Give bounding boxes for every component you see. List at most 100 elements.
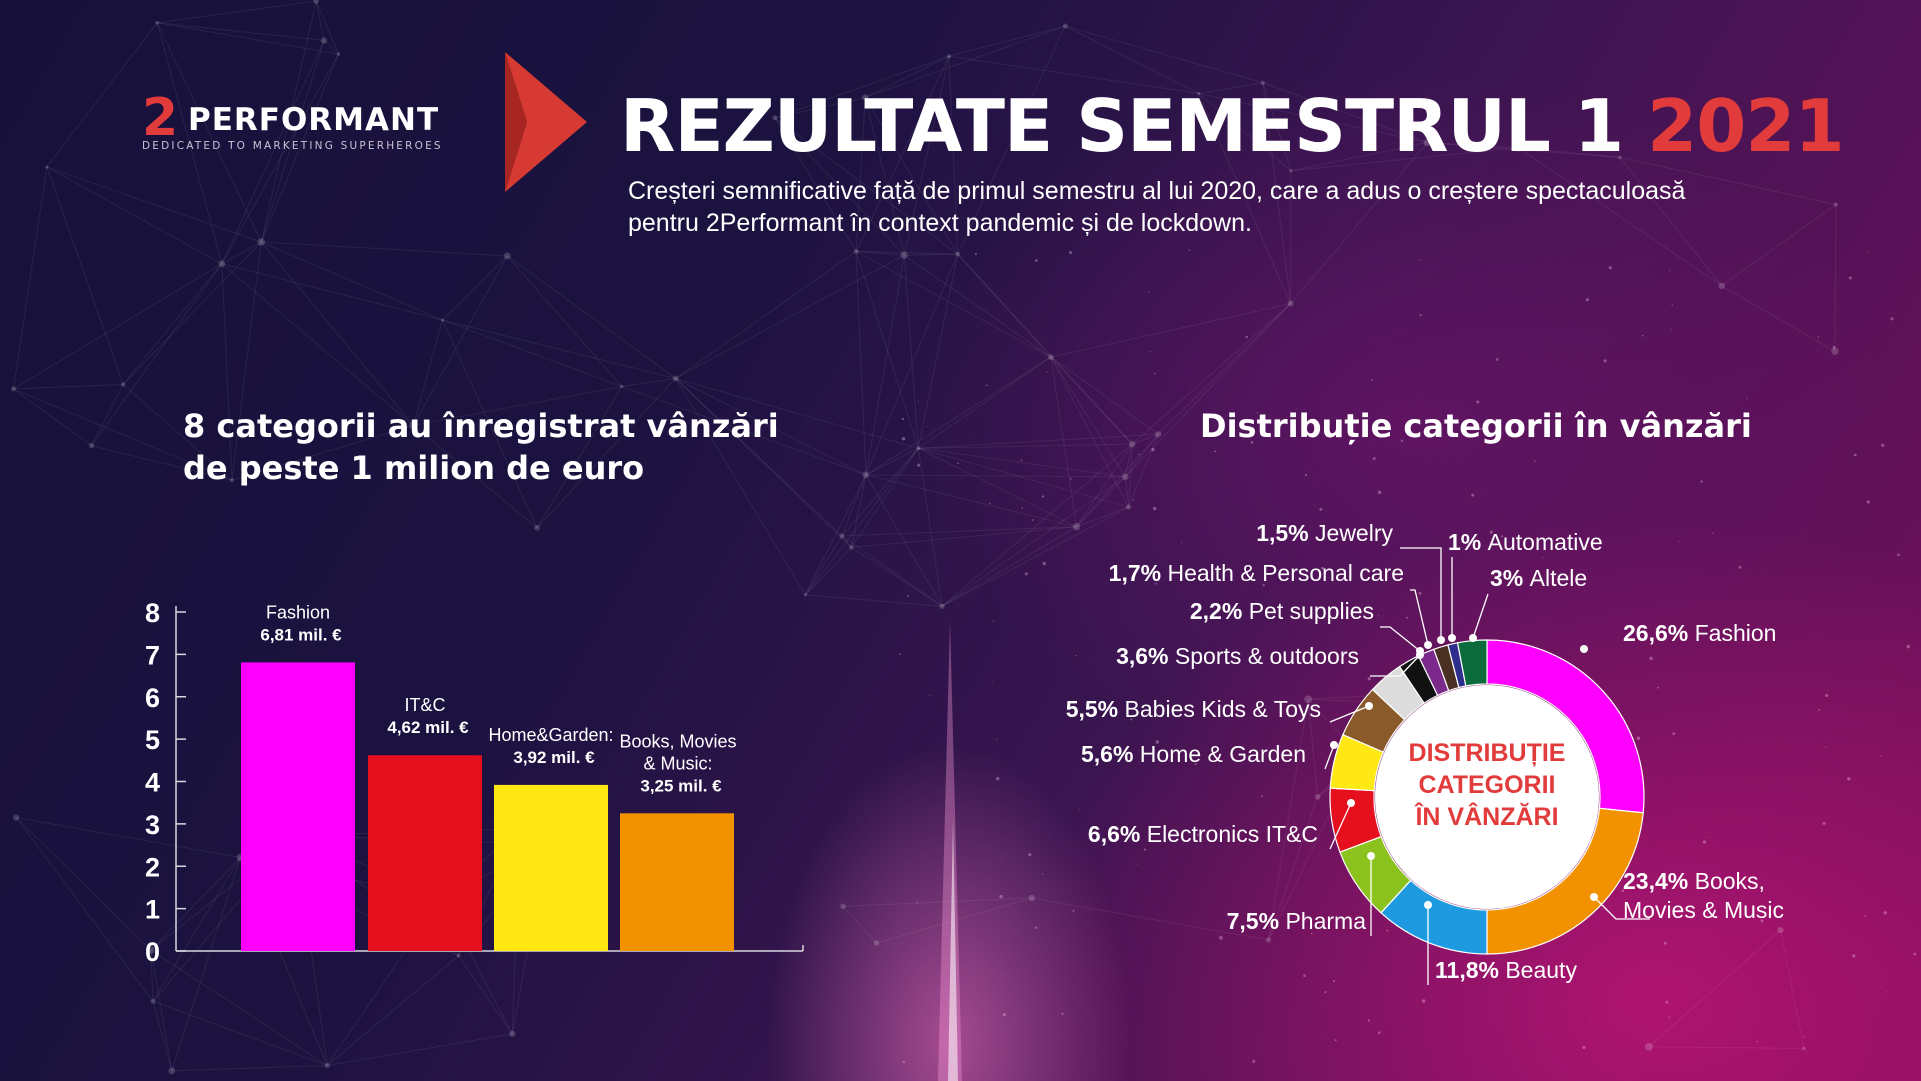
network-line <box>903 255 919 449</box>
network-line <box>841 526 1077 537</box>
y-tick-label: 7 <box>145 640 160 670</box>
sparkle-dot <box>1080 308 1081 309</box>
sparkle-dot <box>1386 929 1389 932</box>
network-line <box>918 356 1052 449</box>
sparkle-dot <box>1153 372 1156 375</box>
sparkle-dot <box>901 417 905 421</box>
bar <box>241 662 355 951</box>
network-line <box>957 253 1052 358</box>
network-line <box>675 377 919 449</box>
network-line <box>918 447 1126 478</box>
donut-slice-name: Beauty <box>1505 957 1577 983</box>
network-line <box>1050 356 1126 478</box>
network-line <box>1198 82 1264 94</box>
sparkle-dot <box>1890 317 1894 321</box>
network-line <box>941 476 1126 607</box>
sparkle-dot <box>1837 329 1838 331</box>
sparkle-dot <box>1020 459 1023 462</box>
donut-slice-label: 1,7% Health & Personal care <box>1109 560 1404 586</box>
network-line <box>506 255 676 379</box>
network-line <box>855 250 1052 358</box>
sparkle-dot <box>1603 359 1607 363</box>
network-line <box>774 117 857 252</box>
sparkle-dot <box>1700 480 1703 483</box>
network-line <box>918 443 1133 449</box>
sparkle-dot <box>1143 848 1146 851</box>
sparkle-dot <box>1476 400 1480 404</box>
light-ray <box>938 620 962 1081</box>
sparkle-dot <box>926 425 928 427</box>
leader-dot <box>1347 799 1355 807</box>
network-node <box>1260 80 1266 85</box>
donut-slice-name: Pharma <box>1285 908 1366 934</box>
bar-value-label: 4,62 mil. € <box>387 718 469 737</box>
network-line <box>12 166 48 390</box>
network-line <box>864 55 950 98</box>
page-subtitle: Creșteri semnificative față de primul se… <box>628 177 1686 237</box>
leader-dot <box>1416 647 1424 655</box>
network-line <box>152 857 241 1002</box>
donut-center-label: ÎN VÂNZĂRI <box>1413 801 1558 831</box>
network-line <box>1619 157 1723 287</box>
sparkle-dot <box>1035 259 1038 262</box>
sparkle-dot <box>1847 777 1851 781</box>
network-line <box>1198 93 1292 304</box>
sparkle-dot <box>1188 249 1191 251</box>
network-node <box>1289 169 1293 173</box>
network-line <box>675 378 852 548</box>
sparkle-dot <box>996 857 998 859</box>
network-node <box>230 478 234 483</box>
network-line <box>842 906 877 944</box>
network-line <box>1131 303 1291 445</box>
sparkle-dot <box>996 776 1000 781</box>
network-line <box>13 388 92 447</box>
network-line <box>1262 82 1292 171</box>
network-line <box>261 241 508 257</box>
logo-name: PERFORMANT <box>188 102 440 138</box>
sparkle-dot <box>1031 519 1034 521</box>
network-line <box>841 535 943 607</box>
network-node <box>313 0 319 4</box>
network-line <box>1050 356 1133 445</box>
sparkle-dot <box>1181 542 1183 544</box>
network-line <box>865 474 1126 478</box>
sparkle-dot <box>1072 909 1075 912</box>
sparkle-dot <box>1041 873 1044 875</box>
donut-slice-percent: 11,8% <box>1435 957 1505 983</box>
sparkle-dot <box>1245 335 1248 339</box>
network-node <box>1718 282 1726 290</box>
network-node <box>839 533 845 539</box>
sparkle-dot <box>1371 379 1373 381</box>
donut-slice-name: Automative <box>1488 529 1603 555</box>
donut-slice-percent: 5,5% <box>1066 696 1125 722</box>
network-line <box>506 255 623 387</box>
network-line <box>903 254 1052 358</box>
leader-line <box>1410 589 1429 646</box>
sparkle-dot <box>1303 974 1306 978</box>
sparkle-dot <box>1324 991 1327 994</box>
network-node <box>1265 937 1272 943</box>
network-line <box>1648 929 1781 1048</box>
network-line <box>157 22 339 55</box>
sparkle-dot <box>917 463 921 467</box>
network-line <box>441 319 538 529</box>
network-line <box>171 1064 328 1072</box>
sparkle-dot <box>1154 582 1157 585</box>
donut-slice-percent: 1% <box>1448 529 1488 555</box>
sparkle-dot <box>1867 744 1869 745</box>
sparkle-dot <box>1584 545 1587 548</box>
sparkle-dot <box>1214 450 1217 453</box>
network-line <box>918 433 1159 449</box>
network-line <box>326 955 459 1066</box>
donut-slice-label: 26,6% Fashion <box>1623 620 1776 646</box>
network-line <box>315 0 325 41</box>
network-line <box>1128 444 1133 508</box>
sparkle-dot <box>918 401 920 403</box>
network-line <box>917 448 943 607</box>
bar-category-label: Fashion <box>266 602 330 622</box>
network-node <box>1128 440 1136 448</box>
donut-chart-title: Distribuție categorii în vânzări <box>1200 407 1752 445</box>
sparkle-dot <box>1489 530 1493 534</box>
network-node <box>849 545 854 550</box>
sparkle-dot <box>1130 718 1133 721</box>
